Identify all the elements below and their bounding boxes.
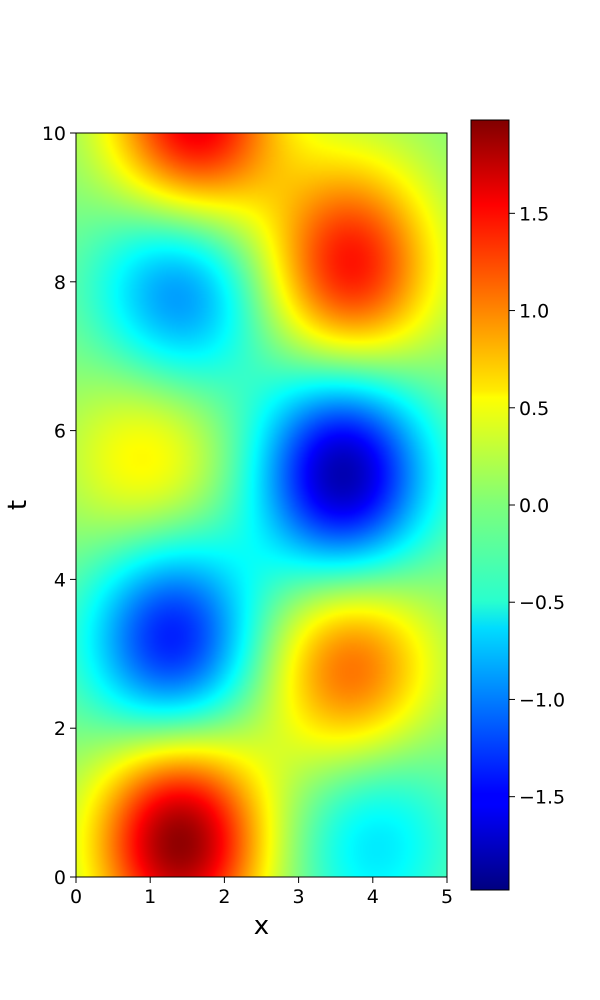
- x-tick-label: 1: [144, 886, 156, 908]
- x-axis-ticks: 0 1 2 3 4 5: [70, 877, 453, 908]
- x-tick-label: 4: [367, 886, 379, 908]
- x-tick-label: 3: [293, 886, 305, 908]
- colorbar-tick-label: 0.0: [519, 495, 549, 517]
- y-tick-label: 6: [54, 421, 66, 443]
- colorbar-tick-label: −0.5: [519, 592, 565, 614]
- colorbar-tick-label: −1.5: [519, 787, 565, 809]
- y-tick-label: 4: [54, 569, 66, 591]
- colorbar-ticks: −1.5 −1.0 −0.5 0.0 0.5 1.0 1.5: [509, 203, 565, 809]
- colorbar-tick-label: −1.0: [519, 689, 565, 711]
- x-tick-label: 5: [441, 886, 453, 908]
- colorbar: [470, 119, 510, 891]
- y-tick-label: 10: [42, 123, 66, 145]
- y-tick-label: 8: [54, 272, 66, 294]
- x-tick-label: 0: [70, 886, 82, 908]
- y-tick-label: 0: [54, 867, 66, 889]
- y-axis-label: t: [3, 500, 33, 510]
- heatmap-image: [76, 133, 447, 877]
- x-axis-label: x: [254, 911, 269, 941]
- colorbar-tick-label: 0.5: [519, 398, 549, 420]
- y-tick-label: 2: [54, 718, 66, 740]
- colorbar-tick-label: 1.0: [519, 301, 549, 323]
- plot-frame: [75, 132, 448, 878]
- y-axis-ticks: 0 2 4 6 8 10: [42, 123, 76, 889]
- x-tick-label: 2: [218, 886, 230, 908]
- colorbar-tick-label: 1.5: [519, 203, 549, 225]
